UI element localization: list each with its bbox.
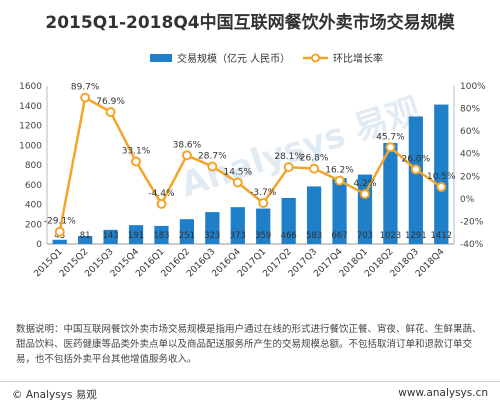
left-axis-tick-label: 800 xyxy=(25,161,42,171)
bar xyxy=(78,236,93,244)
growth-value-label: 38.6% xyxy=(173,140,202,150)
legend-marker-line xyxy=(311,53,320,63)
bar-value-label: 1291 xyxy=(405,231,427,241)
combo-chart: 交易规模（亿元 人民币） 环比增长率 0 200 400 600 800 1000 1200 14… xyxy=(19,52,486,280)
bar xyxy=(332,178,347,244)
right-axis-tick-label: 40% xyxy=(460,150,480,160)
growth-point xyxy=(258,198,269,209)
growth-value-label: 76.9% xyxy=(96,97,125,107)
data-note: 数据说明：中国互联网餐饮外卖市场交易规模是指用户通过在线的形式进行餐饮正餐、宵夜… xyxy=(16,324,482,365)
growth-point xyxy=(385,142,396,153)
growth-value-label: 26.8% xyxy=(300,154,329,164)
bar xyxy=(306,186,322,244)
growth-value-label: 14.5% xyxy=(223,167,252,177)
growth-value-label: -4.4% xyxy=(148,189,175,199)
bar xyxy=(230,207,245,244)
chart-title: 2015Q1-2018Q4中国互联网餐饮外卖市场交易规模 xyxy=(45,13,455,33)
bar-value-label: 583 xyxy=(306,231,322,241)
left-axis-tick-label: 400 xyxy=(25,201,42,211)
growth-point xyxy=(80,92,91,103)
bar-value-label: 251 xyxy=(179,231,195,241)
bar xyxy=(281,197,296,244)
bar-value-label: 703 xyxy=(357,231,373,241)
right-axis-tick-label: 80% xyxy=(460,105,480,115)
bar-value-label: 183 xyxy=(153,231,169,241)
growth-value-label: 33.1% xyxy=(122,147,151,157)
right-axis-tick-label: -20% xyxy=(460,217,484,227)
bar-value-label: 466 xyxy=(281,231,297,241)
bar xyxy=(205,212,220,244)
growth-point xyxy=(232,177,243,188)
growth-value-label: -29.1% xyxy=(44,217,76,227)
legend-label-line: 环比增长率 xyxy=(333,52,383,65)
growth-point xyxy=(436,182,447,193)
bar-value-label: 667 xyxy=(331,231,347,241)
bar-value-label: 81 xyxy=(80,231,91,241)
growth-value-label: -3.7% xyxy=(250,188,277,198)
legend-label-bar: 交易规模（亿元 人民币） xyxy=(177,52,290,65)
left-axis-tick-label: 0 xyxy=(36,240,42,250)
bar xyxy=(154,225,169,244)
growth-value-label: 28.1% xyxy=(274,152,303,162)
growth-value-label: 89.7% xyxy=(71,83,100,93)
growth-point xyxy=(105,107,116,118)
left-axis-tick-label: 600 xyxy=(25,181,42,191)
right-axis-tick-label: 100% xyxy=(460,82,486,92)
footer: © Analysys 易观 www.analysys.cn xyxy=(0,381,500,404)
bar-value-label: 359 xyxy=(255,231,271,241)
growth-point xyxy=(283,162,294,173)
bar xyxy=(128,225,144,244)
growth-value-label: 4.2% xyxy=(354,179,377,189)
bar-value-label: 323 xyxy=(204,231,220,241)
growth-value-label: 10.5% xyxy=(427,172,456,182)
growth-point xyxy=(410,164,421,175)
growth-point xyxy=(207,161,218,172)
left-axis-tick-label: 1400 xyxy=(19,102,42,112)
growth-line xyxy=(58,95,442,232)
bar xyxy=(408,116,423,244)
growth-point xyxy=(131,156,142,167)
left-axis-tick-label: 1600 xyxy=(19,82,42,92)
right-axis-tick-label: 60% xyxy=(460,127,480,137)
right-axis-tick-label: -40% xyxy=(460,240,484,250)
growth-point xyxy=(359,189,370,200)
growth-value-label: 26.0% xyxy=(402,155,431,165)
growth-value-label: 16.2% xyxy=(325,166,354,176)
growth-point xyxy=(309,163,320,174)
growth-point xyxy=(156,198,167,209)
growth-value-label: 28.7% xyxy=(198,151,227,161)
brand-label: © Analysys 易观 xyxy=(12,389,97,401)
left-axis-tick-label: 1000 xyxy=(19,141,42,151)
left-axis-tick-label: 1200 xyxy=(19,122,42,132)
bar-value-label: 191 xyxy=(128,231,144,241)
bar xyxy=(52,239,67,244)
bar-value-label: 143 xyxy=(102,231,118,241)
growth-point xyxy=(334,175,345,186)
right-axis-tick-label: 0% xyxy=(460,195,475,205)
bar xyxy=(256,208,271,244)
bar-value-label: 373 xyxy=(230,231,246,241)
website-label: www.analysys.cn xyxy=(398,387,488,399)
bar xyxy=(103,229,118,244)
growth-point xyxy=(54,226,65,237)
right-axis-tick-label: 20% xyxy=(460,172,480,182)
growth-point xyxy=(181,150,192,161)
bar xyxy=(434,104,449,244)
growth-value-label: 45.7% xyxy=(376,132,405,142)
left-axis-tick-label: 200 xyxy=(25,220,42,230)
bar xyxy=(383,142,398,244)
legend-swatch-bar xyxy=(150,54,172,62)
bar xyxy=(179,219,195,244)
x-axis-tick-label: 2018Q4 xyxy=(414,247,447,280)
bar-value-label: 1412 xyxy=(430,231,452,241)
bar-value-label: 1023 xyxy=(380,231,402,241)
